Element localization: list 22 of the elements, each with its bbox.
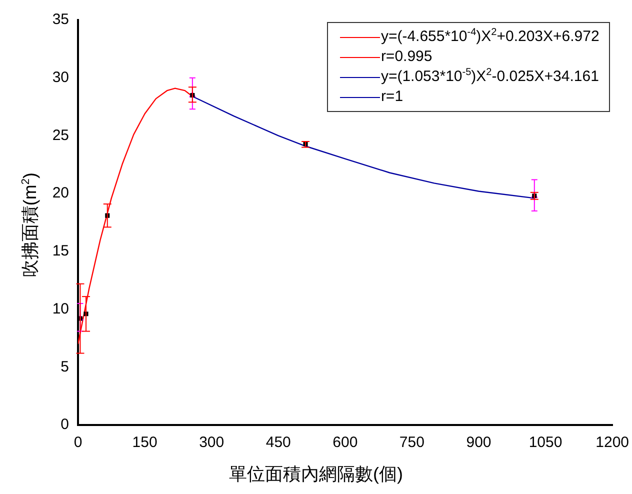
y-tick-label: 35: [52, 11, 69, 28]
y-tick-label: 20: [52, 184, 69, 202]
legend-label: r=0.995: [380, 47, 432, 67]
x-tick-label: 750: [399, 434, 424, 452]
x-tick-label: 300: [199, 434, 224, 452]
legend-label: y=(1.053*10$^{-5}$)X$^{2}$-0.025X+34.161: [380, 67, 599, 87]
y-tick-label: 0: [60, 416, 69, 434]
x-tick-label: 600: [332, 434, 358, 452]
x-tick-label: 1200: [596, 434, 630, 452]
x-tick-label: 0: [74, 434, 82, 452]
x-axis-title: 單位面積內網隔數(個): [228, 463, 404, 486]
x-tick-label: 450: [266, 434, 291, 452]
x-tick-label: 900: [466, 434, 492, 452]
y-tick-label: 5: [60, 358, 69, 376]
legend-label: y=(-4.655*10$^{-4}$)X$^{2}$+0.203X+6.972: [380, 27, 600, 47]
y-tick-label: 25: [52, 126, 69, 144]
y-tick-label: 15: [52, 242, 69, 260]
legend-label: r=1: [380, 87, 404, 107]
y-tick-label: 30: [52, 69, 69, 86]
x-tick-label: 150: [132, 434, 158, 452]
y-tick-label: 10: [52, 300, 69, 318]
x-tick-label: 1050: [528, 434, 562, 452]
